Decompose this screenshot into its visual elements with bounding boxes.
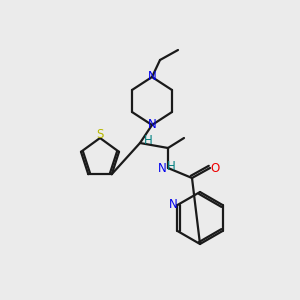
- Text: N: N: [158, 161, 166, 175]
- Text: O: O: [210, 161, 220, 175]
- Text: N: N: [148, 70, 156, 83]
- Text: S: S: [96, 128, 104, 140]
- Text: N: N: [148, 118, 156, 131]
- Text: H: H: [167, 160, 176, 172]
- Text: N: N: [169, 199, 178, 212]
- Text: H: H: [144, 134, 152, 148]
